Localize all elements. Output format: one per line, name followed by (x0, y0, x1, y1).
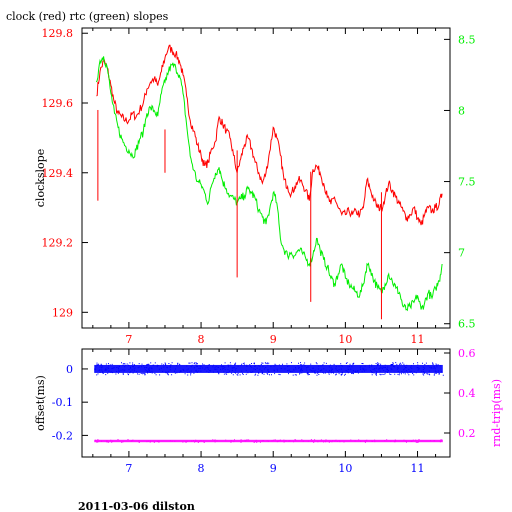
y-axis-label: offset(ms) (34, 375, 47, 431)
y-tick-label-right: 0.4 (458, 387, 476, 400)
rtc-series-line (95, 56, 443, 312)
x-tick-label: 7 (125, 462, 132, 475)
x-tick-label: 10 (338, 462, 352, 475)
plot-frame (81, 348, 451, 458)
offset-scatter-points (94, 362, 444, 376)
x-tick-label: 10 (338, 333, 352, 346)
x-tick-label: 11 (411, 333, 425, 346)
y-tick-label-right: 8.5 (458, 33, 476, 46)
y-tick-label-left: -0.1 (52, 396, 73, 409)
x-tick-label: 9 (270, 333, 277, 346)
x-tick-label: 8 (198, 462, 205, 475)
slopes-panel: 7 8 9 10 11 129 129.2 129.4 129.6 129.8 6.5 7 7.5 8 8.… (34, 27, 476, 346)
y-tick-label-left: 129 (52, 306, 73, 319)
clock-series-line (96, 44, 443, 226)
y-tick-label-right: 0.2 (458, 427, 476, 440)
y-tick-label-left: 0 (66, 363, 73, 376)
y-tick-label-left: -0.2 (52, 429, 73, 442)
y2-axis-label: rnd-trip(ms) (490, 379, 503, 447)
y-tick-label-right: 6.5 (458, 318, 476, 331)
y-tick-label-right: 7.5 (458, 176, 476, 189)
offset-band (94, 364, 443, 373)
y-tick-label-left: 129.4 (42, 167, 74, 180)
x-tick-label: 7 (125, 333, 132, 346)
x-tick-label: 8 (198, 333, 205, 346)
x-tick-label: 9 (270, 462, 277, 475)
chart-title: clock (red) rtc (green) slopes (6, 10, 169, 23)
offset-panel: 7 8 9 10 11 0 -0.1 -0.2 0.2 0.4 0.6 offset(ms) rnd-t… (34, 347, 503, 475)
rnd-trip-scatter-points (95, 439, 443, 443)
y-axis-label: clockslope (34, 149, 47, 207)
y-tick-label-right: 7 (458, 247, 465, 260)
x-tick-label: 11 (411, 462, 425, 475)
plot-frame (81, 27, 451, 329)
y-tick-label-left: 129.2 (42, 237, 74, 250)
footer-label: 2011-03-06 dilston (78, 500, 195, 512)
y-tick-label-right: 0.6 (458, 347, 476, 360)
y-tick-label-left: 129.6 (42, 97, 74, 110)
y-tick-label-right: 8 (458, 104, 465, 117)
y-tick-label-left: 129.8 (42, 27, 74, 40)
